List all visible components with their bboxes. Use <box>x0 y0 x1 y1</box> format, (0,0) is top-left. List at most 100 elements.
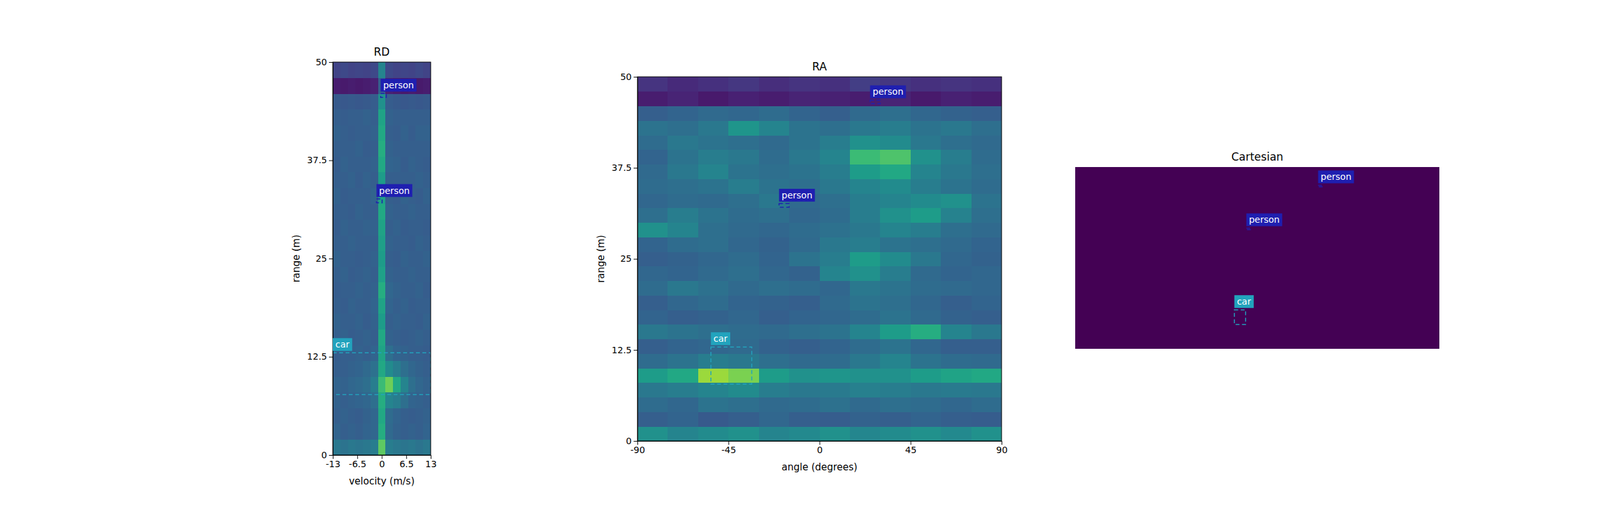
heatmap-cell <box>423 313 431 330</box>
heatmap-cell <box>940 411 972 427</box>
heatmap-cell <box>728 368 760 383</box>
heatmap-cell <box>759 397 790 413</box>
heatmap-cell <box>348 376 356 393</box>
heatmap-cell <box>759 164 790 180</box>
heatmap-cell <box>819 120 851 136</box>
bounding-box <box>1318 184 1323 187</box>
heatmap-cell <box>378 156 386 173</box>
heatmap-cell <box>667 295 699 310</box>
panel: Cartesianpersonpersoncar <box>1075 150 1440 349</box>
heatmap-cell <box>789 266 820 281</box>
tick-label: -6.5 <box>348 458 367 470</box>
heatmap-cell <box>667 411 699 427</box>
heatmap-cell <box>415 109 424 126</box>
box-label-background <box>1318 170 1355 184</box>
heatmap-cell <box>698 91 729 107</box>
heatmap-cell <box>378 219 386 236</box>
heatmap-cell <box>400 93 409 110</box>
heatmap-cell <box>423 219 431 236</box>
heatmap-cell <box>728 135 760 150</box>
heatmap-cell <box>971 382 1002 398</box>
heatmap-cell <box>378 407 386 424</box>
heatmap-cell <box>698 149 729 165</box>
heatmap-cell <box>940 208 972 223</box>
box-label-text: car <box>713 333 728 344</box>
tick-label: 25 <box>620 253 632 264</box>
heatmap-cell <box>789 426 820 441</box>
heatmap-cell <box>385 266 393 283</box>
heatmap-cell <box>819 164 851 180</box>
tick-mark <box>633 259 638 260</box>
heatmap-cell <box>698 280 729 296</box>
tick: -90 <box>630 440 646 456</box>
tick: 25 <box>620 253 638 264</box>
heatmap-cell <box>971 120 1002 136</box>
heatmap-cell <box>637 91 669 107</box>
heatmap-cell <box>385 62 393 79</box>
heatmap-cell <box>378 62 386 79</box>
heatmap-cell <box>849 120 881 136</box>
heatmap-cell <box>728 280 760 296</box>
tick: 0 <box>379 455 386 470</box>
heatmap-cell <box>408 360 416 377</box>
heatmap-cell <box>355 423 363 440</box>
box-label-background <box>870 85 907 98</box>
heatmap-cell <box>408 423 416 440</box>
tick-mark <box>633 350 638 351</box>
heatmap-cell <box>340 313 349 330</box>
heatmap-cell <box>370 282 379 299</box>
heatmap-cell <box>910 135 942 150</box>
heatmap-cell <box>759 149 790 165</box>
heatmap-cell <box>392 93 401 110</box>
heatmap-cell <box>385 109 393 126</box>
heatmap-cell <box>637 295 669 310</box>
heatmap-cell <box>385 156 393 173</box>
heatmap-cell <box>423 140 431 157</box>
heatmap-cell <box>348 187 356 204</box>
heatmap-cell <box>340 266 349 283</box>
tick-label: 0 <box>321 449 328 461</box>
title: RD <box>373 45 390 59</box>
heatmap-cell <box>392 250 401 267</box>
heatmap-cell <box>423 93 431 110</box>
heatmap-cell <box>971 280 1002 296</box>
heatmap-cell <box>849 411 881 427</box>
heatmap-cell <box>667 120 699 136</box>
heatmap-cell <box>759 382 790 398</box>
heatmap-cell <box>637 149 669 165</box>
heatmap-cell <box>971 135 1002 150</box>
heatmap-cell <box>759 120 790 136</box>
box-label: person <box>870 85 907 98</box>
heatmap-cell <box>340 203 349 220</box>
heatmap-cell <box>355 140 363 157</box>
heatmap-cell <box>332 423 341 440</box>
heatmap-cell <box>728 339 760 354</box>
heatmap-cell <box>789 106 820 121</box>
heatmap-cell <box>362 124 371 141</box>
box-label-background <box>1246 213 1282 226</box>
heatmap-cell <box>415 313 424 330</box>
y-axis-title: range (m) <box>595 234 607 283</box>
title: Cartesian <box>1231 150 1284 164</box>
heatmap-cell <box>332 203 341 220</box>
heatmap-cell <box>759 411 790 427</box>
heatmap-cell <box>423 266 431 283</box>
heatmap-cell <box>789 164 820 180</box>
heatmap-cell <box>698 222 729 238</box>
heatmap-cell <box>340 376 349 393</box>
heatmap-cell <box>910 382 942 398</box>
heatmap-cell <box>400 376 409 393</box>
heatmap-cell <box>940 222 972 238</box>
heatmap-cell <box>637 178 669 194</box>
heatmap-cell <box>392 313 401 330</box>
heatmap-cell <box>880 266 911 281</box>
heatmap-cell <box>348 439 356 456</box>
tick-mark <box>633 76 638 78</box>
heatmap-cell <box>332 360 341 377</box>
heatmap-cell <box>819 266 851 281</box>
heatmap-cell <box>940 324 972 340</box>
box-label-background <box>1234 295 1254 308</box>
heatmap-cell <box>415 439 424 456</box>
heatmap-cell <box>385 313 393 330</box>
heatmap-cell <box>637 251 669 267</box>
